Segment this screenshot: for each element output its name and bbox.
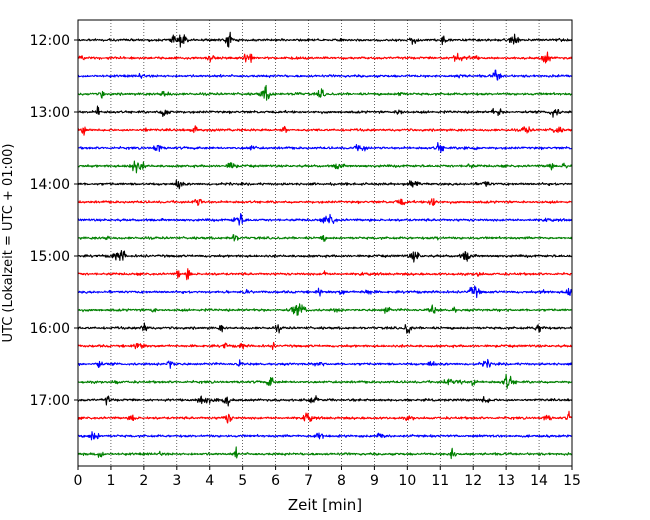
y-tick-label: 12:00 [30,33,70,49]
trace-1430 [77,212,573,226]
trace-1330 [77,142,573,153]
y-tick-label: 13:00 [30,105,70,121]
trace-1315 [77,125,573,136]
grid [110,20,540,466]
x-tick-label: 8 [337,473,346,489]
y-tick-label: 16:00 [30,321,70,337]
y-tick-label: 17:00 [30,393,70,409]
trace-1630 [77,358,573,369]
x-tick-label: 10 [398,473,416,489]
x-tick-label: 3 [172,473,181,489]
y-tick-label: 15:00 [30,249,70,265]
x-axis: 0 1 2 3 4 5 6 7 8 9 10 11 12 13 14 15 [74,466,581,489]
y-tick-label: 14:00 [30,177,70,193]
trace-1200 [77,31,573,48]
x-axis-label: Zeit [min] [288,496,362,514]
trace-1745 [77,446,573,460]
x-tick-label: 13 [497,473,515,489]
x-tick-label: 5 [238,473,247,489]
trace-1230 [77,69,573,81]
traces [77,31,573,460]
trace-1600 [77,322,573,334]
x-tick-label: 7 [304,473,313,489]
trace-1615 [77,341,573,351]
plot-frame [78,20,572,466]
x-tick-label: 0 [74,473,83,489]
trace-1345 [77,160,573,174]
trace-1530 [77,285,573,299]
y-axis-label: UTC (Lokalzeit = UTC + 01:00) [1,144,16,343]
trace-1500 [77,249,573,263]
trace-1645 [77,373,573,389]
x-tick-label: 1 [106,473,115,489]
y-axis: 12:00 13:00 14:00 15:00 16:00 17:00 [30,33,78,409]
trace-1400 [77,179,573,190]
trace-1730 [77,431,573,441]
x-tick-label: 14 [530,473,548,489]
trace-1445 [77,234,573,242]
trace-1700 [77,395,573,407]
x-tick-label: 11 [431,473,449,489]
trace-1415 [77,198,573,206]
x-tick-label: 15 [563,473,581,489]
x-tick-label: 12 [464,473,482,489]
trace-1515 [77,268,573,281]
trace-1245 [77,84,573,101]
x-tick-label: 6 [271,473,280,489]
trace-1545 [77,303,573,316]
trace-1715 [77,410,573,424]
trace-1300 [77,105,573,118]
plot-border [77,19,573,467]
x-tick-label: 4 [205,473,214,489]
trace-1215 [77,51,573,64]
x-tick-label: 2 [139,473,148,489]
x-tick-label: 9 [370,473,379,489]
